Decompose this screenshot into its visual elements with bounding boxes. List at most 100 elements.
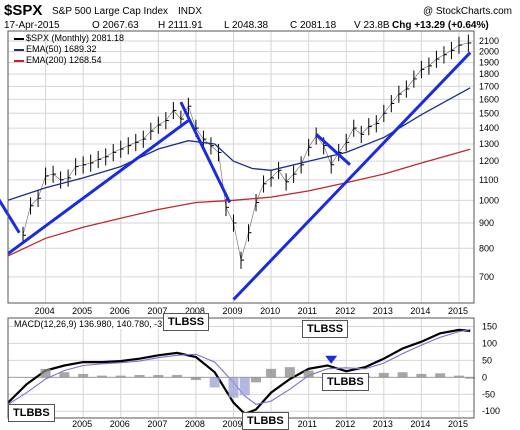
price-x-tick-label: 2010 [260, 306, 280, 316]
histogram-bar-2 [78, 373, 89, 378]
histogram-bar-0 [40, 368, 51, 378]
legend-swatch-spx [14, 37, 24, 40]
macd-y-tick-label: -100 [482, 406, 500, 416]
histogram-bar-19 [378, 372, 389, 378]
high-value: H 2111.91 [158, 20, 203, 31]
legend-swatch-ema50 [14, 48, 24, 51]
macd-x-tick-label: 2011 [298, 419, 317, 429]
price-x-tick-label: 2015 [448, 306, 468, 316]
copyright: @ StockCharts.com [422, 6, 512, 17]
price-y-tick-label: 2000 [479, 46, 499, 56]
legend-ema50: EMA(50) 1689.32 [14, 44, 97, 54]
price-y-tick-label: 700 [479, 272, 494, 282]
histogram-bar-8 [190, 377, 201, 381]
macd-x-tick-label: 2014 [410, 419, 430, 429]
price-x-tick-label: 2005 [72, 306, 92, 316]
histogram-bar-5 [134, 374, 145, 378]
volume-value: V 23.8B [354, 20, 390, 31]
price-x-tick-label: 2013 [373, 306, 393, 316]
price-frame [7, 30, 475, 304]
histogram-bar-24 [465, 377, 476, 379]
trendline-5 [232, 51, 472, 301]
price-y-tick-label: 1300 [479, 139, 499, 149]
price-x-tick-label: 2008 [185, 306, 205, 316]
macd-x-tick-label: 2015 [448, 419, 468, 429]
macd-y-tick-label: 150 [482, 321, 497, 331]
histogram-bar-10 [228, 377, 239, 398]
index-name: S&P 500 Large Cap Index [52, 6, 169, 17]
price-y-tick-label: 1100 [479, 175, 498, 185]
histogram-bar-15 [303, 370, 314, 378]
macd-x-tick-label: 2008 [185, 419, 205, 429]
macd-panel: 150100500-50-100200520062007200820092010… [7, 317, 500, 429]
macd-y-tick-label: 100 [482, 338, 497, 348]
macd-frame [7, 317, 475, 419]
price-y-tick-label: 2100 [479, 36, 499, 46]
macd-x-tick-label: 2012 [335, 419, 355, 429]
macd-y-tick-label: 50 [482, 355, 492, 365]
histogram-bar-7 [172, 374, 183, 378]
legend-label-ema50: EMA(50) 1689.32 [26, 44, 97, 54]
legend-spx: $SPX (Monthly) 2081.18 [14, 33, 124, 43]
histogram-bar-4 [115, 375, 126, 378]
callout-tlbbs-2009: TLBBS [242, 412, 289, 430]
histogram-bar-23 [453, 375, 464, 378]
price-y-tick-label: 1000 [479, 195, 499, 205]
low-value: L 2048.38 [224, 20, 269, 31]
legend-label-spx: $SPX (Monthly) 2081.18 [26, 33, 125, 43]
ticker-symbol: $SPX [4, 2, 43, 19]
price-y-tick-label: 900 [479, 218, 494, 228]
histogram-bar-14 [284, 367, 295, 378]
series-signal [7, 328, 471, 405]
open-value: O 2067.63 [92, 20, 139, 31]
price-y-tick-label: 800 [479, 243, 494, 253]
histogram-bar-21 [416, 373, 427, 378]
legend-swatch-ema200 [14, 59, 24, 62]
price-y-tick-label: 1700 [479, 81, 499, 91]
callout-tlbss-2008: TLBSS [163, 313, 210, 331]
price-y-tick-label: 1400 [479, 123, 499, 133]
price-y-tick-label: 1600 [479, 94, 499, 104]
histogram-bar-3 [96, 375, 107, 378]
price-y-tick-label: 1200 [479, 156, 499, 166]
trendline-4 [179, 101, 232, 204]
macd-y-tick-label: 0 [482, 372, 487, 382]
histogram-bar-9 [209, 377, 220, 388]
quote-date: 17-Apr-2015 [4, 20, 60, 31]
exchange-label: INDX [178, 6, 202, 17]
price-x-tick-label: 2009 [222, 306, 242, 316]
macd-y-tick-label: -50 [482, 389, 495, 399]
series-ema-200 [7, 148, 471, 257]
price-x-tick-label: 2012 [335, 306, 355, 316]
histogram-bar-11 [239, 377, 250, 396]
change-value: Chg +13.29 (+0.64%) [392, 20, 489, 31]
trendline-3 [7, 119, 190, 255]
price-y-tick-label: 1500 [479, 108, 499, 118]
arrow-down-icon [325, 355, 338, 364]
close-value: C 2081.18 [290, 20, 337, 31]
macd-x-tick-label: 2007 [147, 419, 167, 429]
histogram-bar-6 [153, 374, 164, 378]
price-y-tick-label: 1800 [479, 69, 499, 79]
price-x-tick-label: 2006 [110, 306, 130, 316]
macd-x-tick-label: 2005 [72, 419, 92, 429]
callout-tlbbs-2003: TLBBS [8, 404, 55, 422]
legend-ema200: EMA(200) 1268.54 [14, 55, 102, 65]
price-x-tick-label: 2007 [147, 306, 167, 316]
macd-x-tick-label: 2006 [110, 419, 130, 429]
histogram-bar-22 [435, 373, 446, 378]
histogram-bar-12 [251, 377, 262, 383]
macd-plot-area [8, 318, 474, 418]
histogram-bar-13 [266, 368, 277, 378]
trendline-6 [315, 133, 351, 166]
histogram-bar-20 [397, 372, 408, 378]
macd-legend: MACD(12,26,9) 136.980, 140.780, -3.800 [14, 319, 180, 329]
callout-tlbbs-2012: TLBBS [322, 373, 369, 391]
histogram-bar-1 [59, 372, 70, 378]
price-panel: 700 800 900 1000 1100 1200 1300 1400 1500 1600 170… [0, 30, 499, 316]
macd-x-tick-label: 2009 [222, 419, 242, 429]
price-x-tick-label: 2011 [298, 306, 317, 316]
callout-tlbss-2012: TLBSS [302, 320, 349, 338]
price-x-tick-label: 2004 [35, 306, 55, 316]
